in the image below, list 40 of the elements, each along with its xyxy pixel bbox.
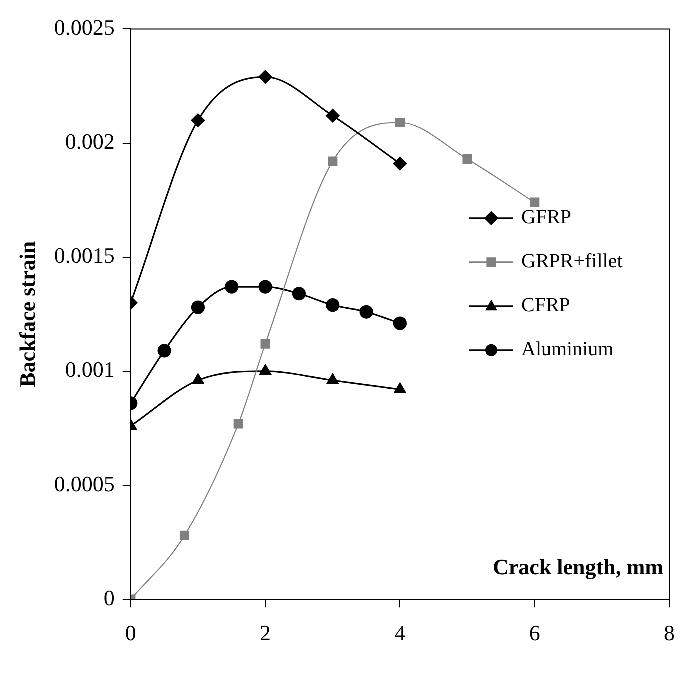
point — [326, 374, 339, 384]
point — [260, 339, 270, 349]
x-axis-title: Crack length, mm — [493, 554, 664, 580]
point — [260, 364, 272, 376]
legend-label: GRPR+fillet — [522, 250, 624, 273]
x-tick-label: 4 — [394, 620, 406, 646]
x-tick-label: 6 — [529, 620, 540, 646]
point — [158, 344, 172, 358]
point — [225, 280, 239, 294]
point — [258, 280, 272, 294]
x-tick-label: 8 — [664, 620, 675, 646]
y-tick-label: 0.0025 — [54, 14, 115, 40]
y-tick-label: 0.0005 — [54, 471, 115, 496]
point — [180, 530, 190, 541]
point — [191, 114, 206, 128]
point — [462, 154, 472, 164]
y-tick-label: 0.0015 — [54, 243, 115, 268]
point — [393, 157, 407, 171]
point — [292, 287, 306, 301]
point — [395, 118, 405, 128]
point — [328, 156, 338, 166]
point — [394, 382, 406, 394]
y-tick-label: 0.002 — [65, 129, 115, 154]
legend-label: Aluminium — [522, 338, 614, 361]
legend-label: GFRP — [522, 206, 572, 229]
point — [191, 300, 206, 314]
x-tick-label: 0 — [125, 620, 136, 646]
y-axis-title: Backface strain — [14, 241, 40, 388]
point — [192, 374, 204, 384]
point — [393, 316, 407, 330]
y-tick-label: 0 — [104, 585, 115, 610]
point — [360, 305, 374, 319]
y-tick-label: 0.001 — [65, 357, 115, 382]
point — [326, 109, 340, 123]
point — [326, 298, 340, 312]
point — [258, 70, 272, 84]
point — [234, 419, 244, 429]
x-tick-label: 2 — [260, 620, 272, 646]
legend-label: CFRP — [522, 294, 570, 317]
point — [530, 198, 540, 208]
